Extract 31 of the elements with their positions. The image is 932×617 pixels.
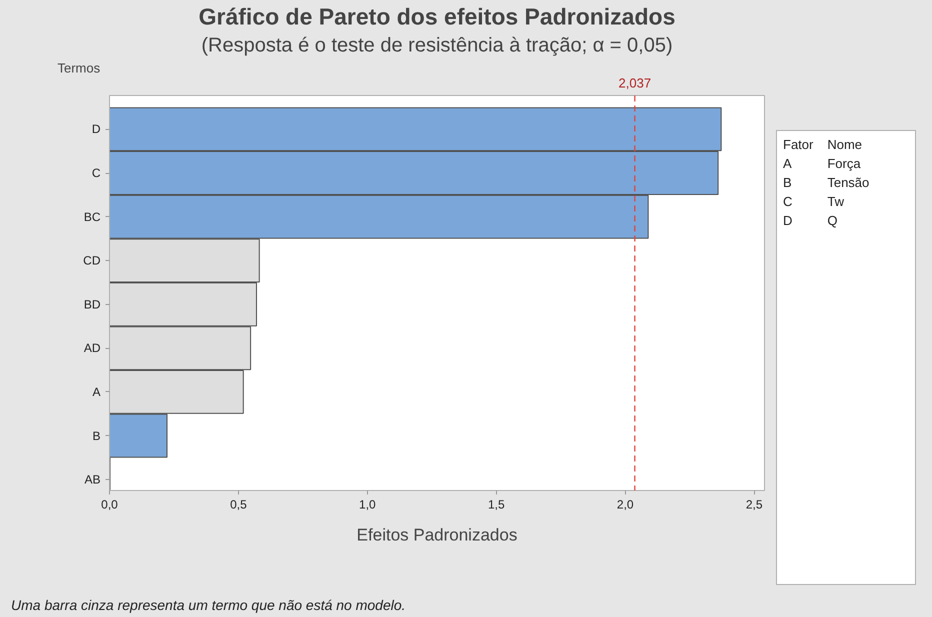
y-tick-label: B <box>92 428 101 443</box>
x-tick-label: 1,5 <box>488 498 505 512</box>
y-axis-title: Termos <box>58 60 101 76</box>
y-tick-label: CD <box>83 254 101 268</box>
x-tick-label: 0,5 <box>230 498 248 512</box>
ref-line-label: 2,037 <box>618 76 652 90</box>
chart-title: Gráfico de Pareto dos efeitos Padronizados <box>198 4 676 30</box>
chart-subtitle: (Resposta é o teste de resistência à tração; α = 0,05) <box>201 34 673 56</box>
text: Fator <box>783 136 814 154</box>
text: D <box>783 212 794 230</box>
y-tick-label: A <box>92 384 101 399</box>
x-tick-label: 0,0 <box>101 498 118 512</box>
x-axis-title: Efeitos Padronizados <box>356 526 518 544</box>
y-tick-label: BD <box>84 297 101 312</box>
y-tick-label: AB <box>84 472 101 487</box>
text: Tensão <box>827 174 870 192</box>
x-tick-label: 1,0 <box>359 498 376 512</box>
y-tick-label: C <box>92 166 101 180</box>
y-tick-label: BC <box>84 210 101 224</box>
text: Uma barra cinza representa um termo que não está no modelo. <box>11 596 406 615</box>
text: C <box>783 193 794 211</box>
x-tick-label: 2,5 <box>746 498 763 512</box>
y-tick-label: AD <box>84 341 101 356</box>
text: Nome <box>827 136 864 154</box>
text: Força <box>827 155 862 173</box>
y-tick-label: D <box>92 122 101 136</box>
text: Tw <box>827 193 845 211</box>
text: A <box>783 155 793 173</box>
x-tick-label: 2,0 <box>616 498 634 512</box>
text: B <box>783 174 793 192</box>
text: Q <box>827 212 838 230</box>
